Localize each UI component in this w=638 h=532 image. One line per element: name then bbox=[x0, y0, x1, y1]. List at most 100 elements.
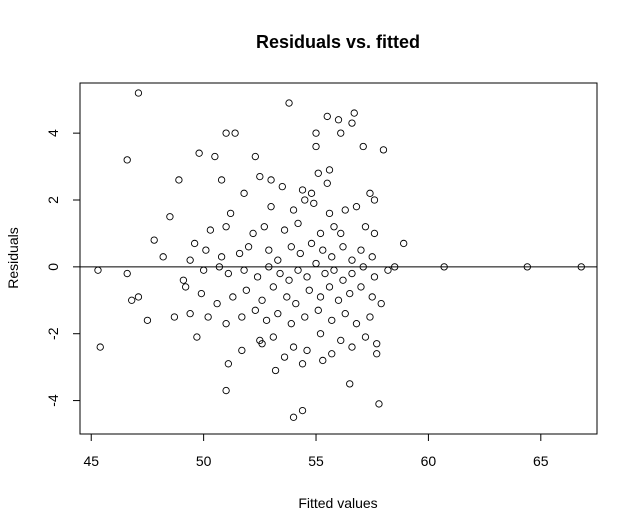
data-point bbox=[134, 293, 143, 301]
data-point bbox=[341, 310, 349, 318]
data-point bbox=[391, 263, 399, 271]
data-point bbox=[143, 316, 152, 324]
data-point bbox=[267, 203, 275, 211]
data-point bbox=[199, 266, 208, 274]
data-point bbox=[323, 179, 331, 187]
data-points bbox=[94, 89, 585, 421]
data-point bbox=[312, 129, 320, 137]
data-point bbox=[325, 283, 334, 291]
y-tick-label: -4 bbox=[45, 394, 61, 407]
data-point bbox=[278, 182, 286, 191]
x-axis-label: Fitted values bbox=[298, 495, 377, 511]
data-point bbox=[370, 273, 379, 281]
data-point bbox=[283, 293, 291, 301]
data-point bbox=[328, 350, 336, 358]
x-tick-label: 45 bbox=[83, 453, 99, 469]
data-point bbox=[253, 273, 262, 281]
data-point bbox=[292, 299, 300, 308]
data-point bbox=[240, 266, 248, 274]
data-point bbox=[258, 296, 266, 304]
data-point bbox=[325, 166, 334, 174]
y-axis-label: Residuals bbox=[5, 227, 21, 288]
y-axis: -4 -2 0 2 4 bbox=[45, 129, 80, 407]
data-point bbox=[179, 276, 188, 284]
data-point bbox=[226, 209, 235, 218]
data-point bbox=[348, 269, 356, 278]
data-point bbox=[274, 310, 282, 318]
data-point bbox=[175, 176, 183, 184]
data-point bbox=[240, 189, 248, 197]
data-point bbox=[258, 340, 266, 348]
data-point bbox=[294, 266, 302, 274]
data-point bbox=[316, 330, 325, 338]
data-point bbox=[271, 366, 280, 375]
data-point bbox=[289, 343, 298, 351]
data-point bbox=[211, 152, 219, 161]
data-point bbox=[260, 223, 268, 231]
data-point bbox=[285, 276, 293, 284]
data-point bbox=[280, 226, 289, 234]
x-axis: 45 50 55 60 65 bbox=[83, 434, 549, 469]
data-point bbox=[303, 273, 311, 281]
data-point bbox=[298, 186, 307, 194]
data-point bbox=[328, 316, 336, 324]
data-point bbox=[379, 146, 388, 154]
data-point bbox=[224, 360, 233, 368]
x-tick-label: 65 bbox=[533, 453, 549, 469]
data-point bbox=[523, 263, 531, 271]
data-point bbox=[244, 243, 253, 251]
data-point bbox=[400, 239, 408, 248]
x-tick-label: 50 bbox=[196, 453, 212, 469]
data-point bbox=[249, 229, 257, 238]
data-point bbox=[256, 172, 264, 181]
data-point bbox=[307, 189, 316, 197]
data-point bbox=[366, 313, 374, 321]
data-point bbox=[301, 196, 309, 204]
data-point bbox=[123, 269, 131, 278]
data-point bbox=[170, 313, 179, 321]
data-point bbox=[303, 346, 311, 355]
data-point bbox=[368, 293, 376, 301]
data-point bbox=[341, 206, 349, 214]
data-point bbox=[301, 313, 309, 321]
data-point bbox=[217, 253, 226, 261]
data-point bbox=[334, 116, 343, 124]
data-point bbox=[213, 299, 221, 308]
data-point bbox=[204, 313, 212, 321]
data-point bbox=[298, 360, 307, 368]
data-point bbox=[229, 293, 237, 301]
data-point bbox=[370, 196, 379, 204]
data-point bbox=[316, 293, 325, 301]
data-point bbox=[361, 223, 370, 231]
data-point bbox=[337, 336, 345, 345]
data-point bbox=[206, 226, 215, 234]
data-point bbox=[276, 269, 284, 278]
data-point bbox=[238, 346, 246, 355]
data-point bbox=[94, 266, 102, 274]
data-point bbox=[190, 239, 199, 248]
data-point bbox=[269, 333, 277, 341]
data-point bbox=[330, 266, 338, 274]
data-point bbox=[359, 142, 367, 151]
data-point bbox=[361, 333, 370, 341]
data-point bbox=[334, 296, 343, 304]
data-point bbox=[289, 413, 298, 421]
data-point bbox=[352, 203, 361, 211]
data-point bbox=[310, 199, 318, 207]
data-point bbox=[280, 353, 289, 361]
data-point bbox=[370, 229, 379, 238]
data-point bbox=[222, 386, 230, 395]
data-point bbox=[222, 129, 230, 137]
data-point bbox=[330, 223, 338, 231]
data-point bbox=[350, 109, 358, 117]
data-point bbox=[285, 99, 293, 107]
data-point bbox=[294, 219, 302, 228]
data-point bbox=[96, 343, 104, 351]
data-point bbox=[373, 350, 381, 358]
data-point bbox=[384, 266, 392, 274]
data-point bbox=[373, 340, 381, 348]
data-point bbox=[296, 249, 304, 258]
data-point bbox=[193, 333, 201, 341]
data-point bbox=[346, 289, 354, 298]
data-point bbox=[307, 239, 316, 248]
